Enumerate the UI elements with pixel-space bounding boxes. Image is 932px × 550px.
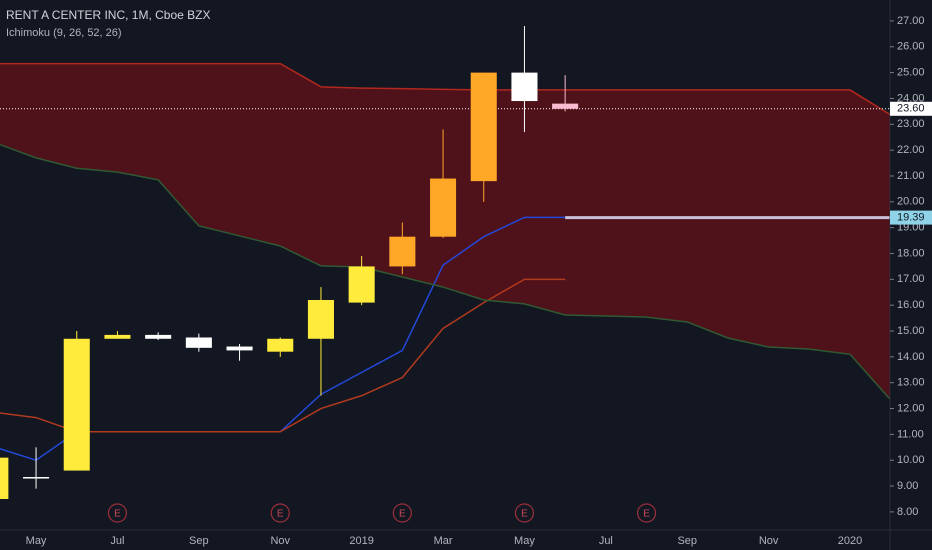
x-tick-label: 2019 xyxy=(349,535,373,547)
event-marker xyxy=(392,503,412,523)
x-tick-label: May xyxy=(26,535,47,547)
y-tick-label: 12.00 xyxy=(897,402,925,414)
y-tick-label: 22.00 xyxy=(897,144,925,156)
y-tick-label: 10.00 xyxy=(897,454,925,466)
candle-body xyxy=(348,266,375,303)
y-tick-label: 23.00 xyxy=(897,118,925,130)
candle-body xyxy=(226,346,253,351)
event-marker xyxy=(636,503,657,523)
event-marker xyxy=(107,503,128,523)
indicator-label: Ichimoku (9, 26, 52, 26) xyxy=(6,27,122,39)
event-label: E xyxy=(643,509,650,520)
candle-body xyxy=(63,338,90,471)
candle-body xyxy=(267,338,294,352)
candle-body xyxy=(511,72,538,102)
candle-body xyxy=(389,236,416,267)
price-label: 23.60 xyxy=(897,103,925,115)
candle-body xyxy=(185,337,212,348)
event-marker xyxy=(514,503,535,523)
y-tick-label: 8.00 xyxy=(897,506,918,518)
event-marker xyxy=(270,503,290,523)
y-tick-label: 16.00 xyxy=(897,299,925,311)
x-tick-label: Jul xyxy=(110,535,124,547)
event-label: E xyxy=(277,509,284,520)
x-tick-label: Nov xyxy=(270,535,290,547)
x-tick-label: 2020 xyxy=(838,535,862,547)
ichimoku-line xyxy=(0,278,566,433)
candle-body xyxy=(430,178,457,237)
y-tick-label: 27.00 xyxy=(897,15,925,27)
event-label: E xyxy=(399,509,406,520)
candle-body xyxy=(145,334,172,339)
x-tick-label: Sep xyxy=(189,535,209,547)
y-tick-label: 15.00 xyxy=(897,325,925,337)
event-label: E xyxy=(114,509,121,520)
candle-body xyxy=(23,477,50,479)
x-tick-label: May xyxy=(514,535,535,547)
plot-area xyxy=(0,26,890,499)
price-label: 19.39 xyxy=(897,211,925,223)
y-tick-label: 17.00 xyxy=(897,273,925,285)
y-tick-label: 11.00 xyxy=(897,428,924,440)
event-label: E xyxy=(521,509,528,520)
y-tick-label: 20.00 xyxy=(897,196,925,208)
y-tick-label: 25.00 xyxy=(897,67,925,79)
chart-title: RENT A CENTER INC, 1M, Cboe BZX xyxy=(6,8,211,22)
y-tick-label: 21.00 xyxy=(897,170,925,182)
candle-body xyxy=(104,334,131,339)
ichimoku-line xyxy=(0,62,890,116)
x-tick-label: Jul xyxy=(599,535,613,547)
x-tick-label: Sep xyxy=(677,535,697,547)
y-tick-label: 18.00 xyxy=(897,247,925,259)
y-tick-label: 26.00 xyxy=(897,41,925,53)
price-label-box xyxy=(890,101,932,116)
y-tick-label: 9.00 xyxy=(897,480,918,492)
candle-body xyxy=(552,103,579,109)
candle-body xyxy=(0,457,9,499)
x-tick-label: Mar xyxy=(434,535,453,547)
y-tick-label: 24.00 xyxy=(897,92,925,104)
y-tick-label: 14.00 xyxy=(897,351,925,363)
price-label-box xyxy=(890,210,932,225)
y-tick-label: 13.00 xyxy=(897,377,925,389)
x-tick-label: Nov xyxy=(759,535,779,547)
ichimoku-line xyxy=(0,143,890,401)
candle-body xyxy=(470,72,497,182)
candle-body xyxy=(307,300,334,339)
